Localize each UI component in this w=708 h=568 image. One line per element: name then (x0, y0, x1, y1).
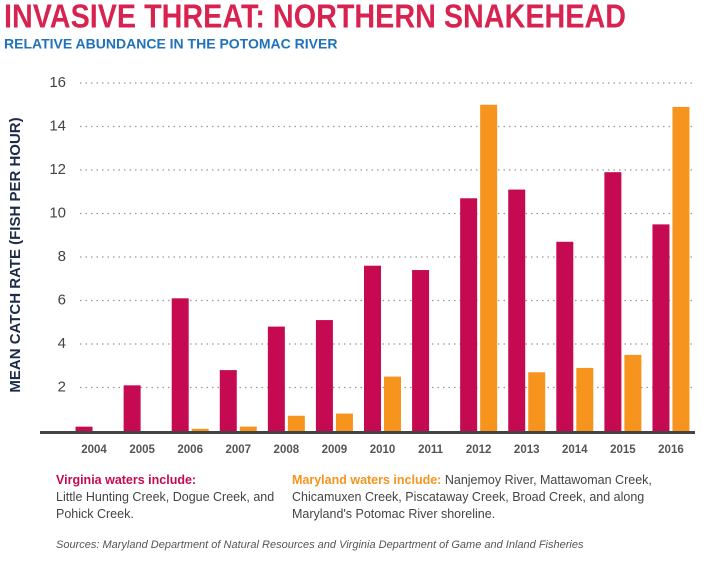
bar (480, 104, 498, 431)
bar (364, 265, 381, 431)
bar (267, 326, 285, 431)
chart-title: INVASIVE THREAT: NORTHERN SNAKEHEAD (4, 0, 626, 35)
source: Sources: Maryland Department of Natural … (56, 539, 584, 551)
x-tick-label: 2007 (225, 444, 251, 456)
bar (412, 270, 430, 431)
x-tick-label: 2015 (610, 444, 636, 456)
x-tick-label: 2012 (466, 444, 492, 456)
legend-entry: Virginia waters include: (56, 473, 197, 487)
bar (624, 354, 642, 431)
bar (191, 428, 209, 431)
bar (460, 198, 478, 431)
bar (171, 298, 189, 431)
y-tick-label: 2 (58, 378, 66, 395)
x-tick-label: 2011 (418, 444, 444, 456)
x-tick-label: 2008 (274, 444, 300, 456)
x-tick-label: 2005 (129, 444, 155, 456)
note-text: Nanjemoy River, Mattawoman Creek, Chicam… (292, 473, 652, 521)
x-tick-label: 2004 (81, 444, 107, 456)
x-tick-label: 2016 (658, 444, 684, 456)
bar (219, 370, 237, 431)
bar (556, 241, 574, 431)
bar (604, 172, 622, 432)
x-tick-label: 2009 (322, 444, 348, 456)
y-tick-label: 6 (58, 291, 66, 308)
bar (75, 426, 93, 431)
bar (315, 320, 333, 431)
y-tick-label: 8 (58, 248, 66, 265)
bar (528, 372, 546, 431)
bar (652, 224, 670, 431)
bar (239, 426, 257, 431)
y-tick-label: 4 (58, 335, 66, 352)
y-tick-label: 14 (49, 117, 66, 134)
bar (335, 413, 353, 431)
x-tick-label: 2006 (177, 444, 203, 456)
y-tick-label: 16 (49, 74, 66, 91)
legend-entry: Maryland waters include: (292, 473, 442, 487)
note-text: Little Hunting Creek, Dogue Creek, and P… (56, 490, 275, 521)
bar (287, 415, 305, 431)
bar (508, 189, 526, 431)
y-tick-label: 10 (49, 204, 66, 221)
y-tick-label: 12 (49, 161, 66, 178)
bar (672, 106, 690, 432)
maryland-note: Maryland waters include: Nanjemoy River,… (292, 472, 672, 523)
chart-subtitle: RELATIVE ABUNDANCE IN THE POTOMAC RIVER (4, 36, 337, 52)
bar (384, 376, 401, 431)
x-tick-label: 2013 (514, 444, 540, 456)
y-axis-label: MEAN CATCH RATE (FISH PER HOUR) (7, 117, 24, 392)
bar (576, 367, 594, 431)
x-tick-label: 2010 (370, 444, 396, 456)
virginia-note: Virginia waters include: Little Hunting C… (56, 472, 286, 523)
x-tick-label: 2014 (562, 444, 588, 456)
bar (123, 385, 141, 431)
